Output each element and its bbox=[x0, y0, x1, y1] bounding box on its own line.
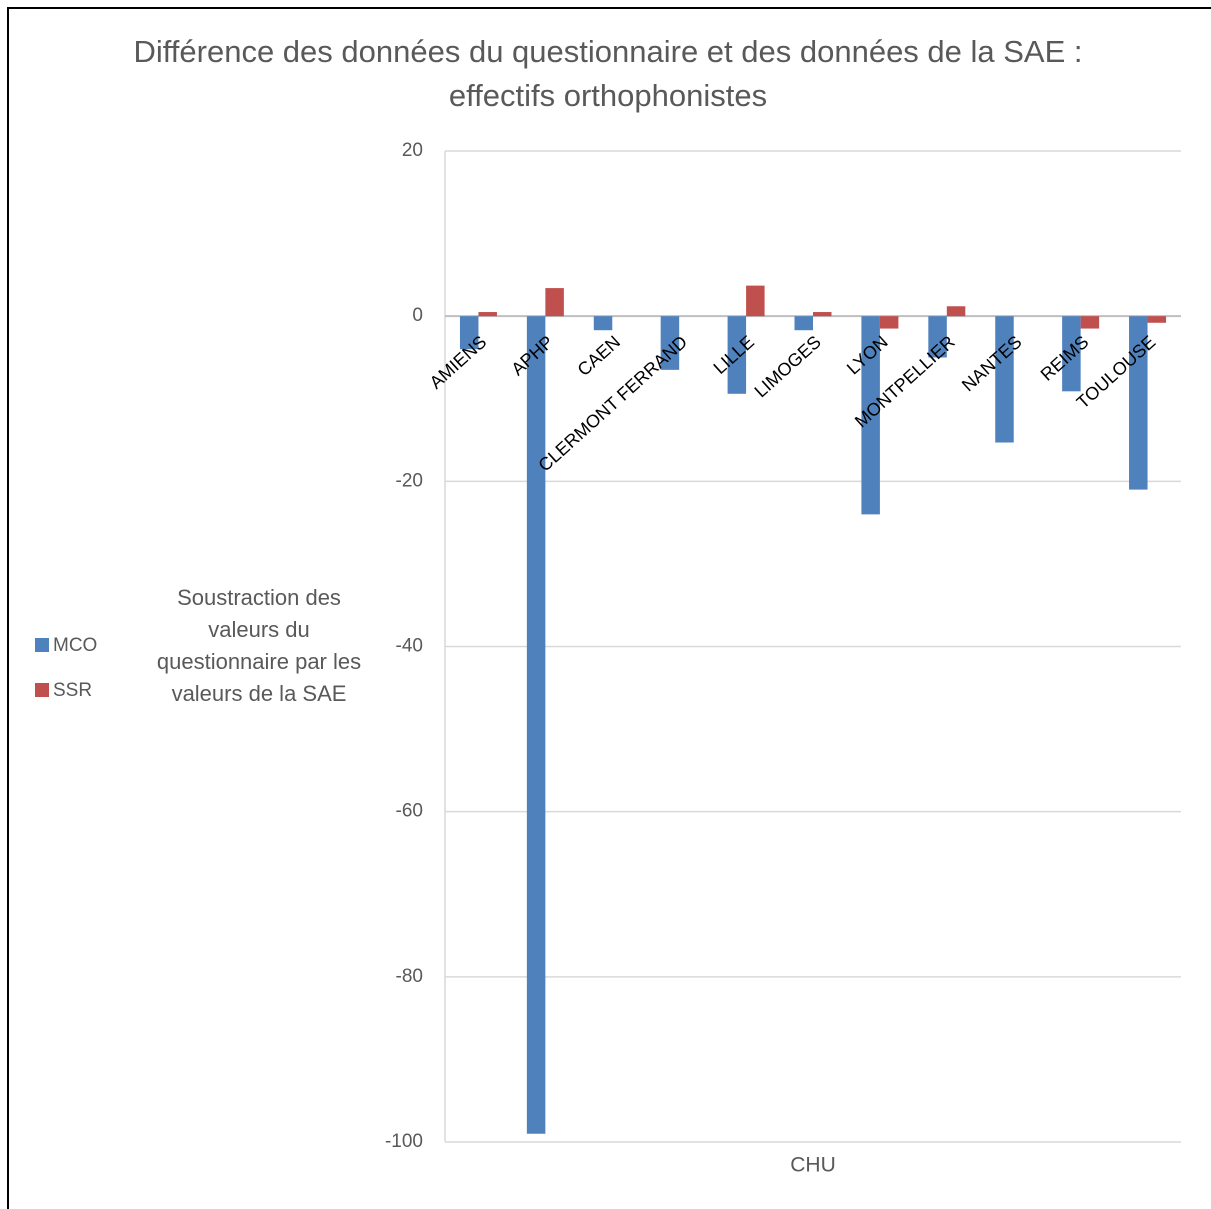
legend-label: SSR bbox=[53, 680, 92, 701]
bar bbox=[995, 316, 1014, 443]
legend-label: MCO bbox=[53, 635, 97, 656]
bar bbox=[946, 306, 966, 317]
y-tick-label: -80 bbox=[396, 966, 423, 987]
bar bbox=[746, 285, 765, 317]
bar bbox=[794, 316, 813, 331]
x-tick-label: AMIENS bbox=[426, 332, 491, 393]
y-tick-label: -60 bbox=[396, 801, 423, 822]
bar bbox=[861, 316, 880, 515]
bar bbox=[1147, 316, 1167, 323]
bar bbox=[593, 316, 613, 331]
bar bbox=[813, 312, 832, 317]
x-axis-title: CHU bbox=[790, 1154, 836, 1177]
bar bbox=[727, 316, 747, 394]
legend-swatch bbox=[35, 638, 49, 652]
bar bbox=[879, 316, 899, 329]
bar bbox=[459, 316, 479, 350]
bar bbox=[1129, 316, 1148, 490]
y-tick-label: -100 bbox=[385, 1131, 423, 1152]
x-tick-label: CAEN bbox=[574, 332, 625, 380]
frame bbox=[7, 7, 1211, 1209]
bar bbox=[660, 316, 680, 370]
bar bbox=[478, 312, 497, 317]
bar bbox=[1080, 316, 1100, 329]
y-tick-label: 20 bbox=[402, 140, 423, 161]
chart-title: Différence des données du questionnaire … bbox=[133, 34, 1083, 113]
bar bbox=[928, 316, 947, 358]
bar bbox=[1062, 316, 1081, 392]
y-tick-label: -40 bbox=[396, 636, 423, 657]
legend-swatch bbox=[35, 683, 49, 697]
bar bbox=[526, 316, 546, 1134]
bar bbox=[545, 288, 564, 317]
y-tick-label: -20 bbox=[396, 470, 423, 491]
x-tick-label: NANTES bbox=[958, 332, 1026, 396]
x-tick-label: LIMOGES bbox=[751, 332, 825, 402]
y-axis-title: Soustraction des valeurs du questionnair… bbox=[156, 585, 362, 706]
y-tick-label: 0 bbox=[412, 305, 423, 326]
